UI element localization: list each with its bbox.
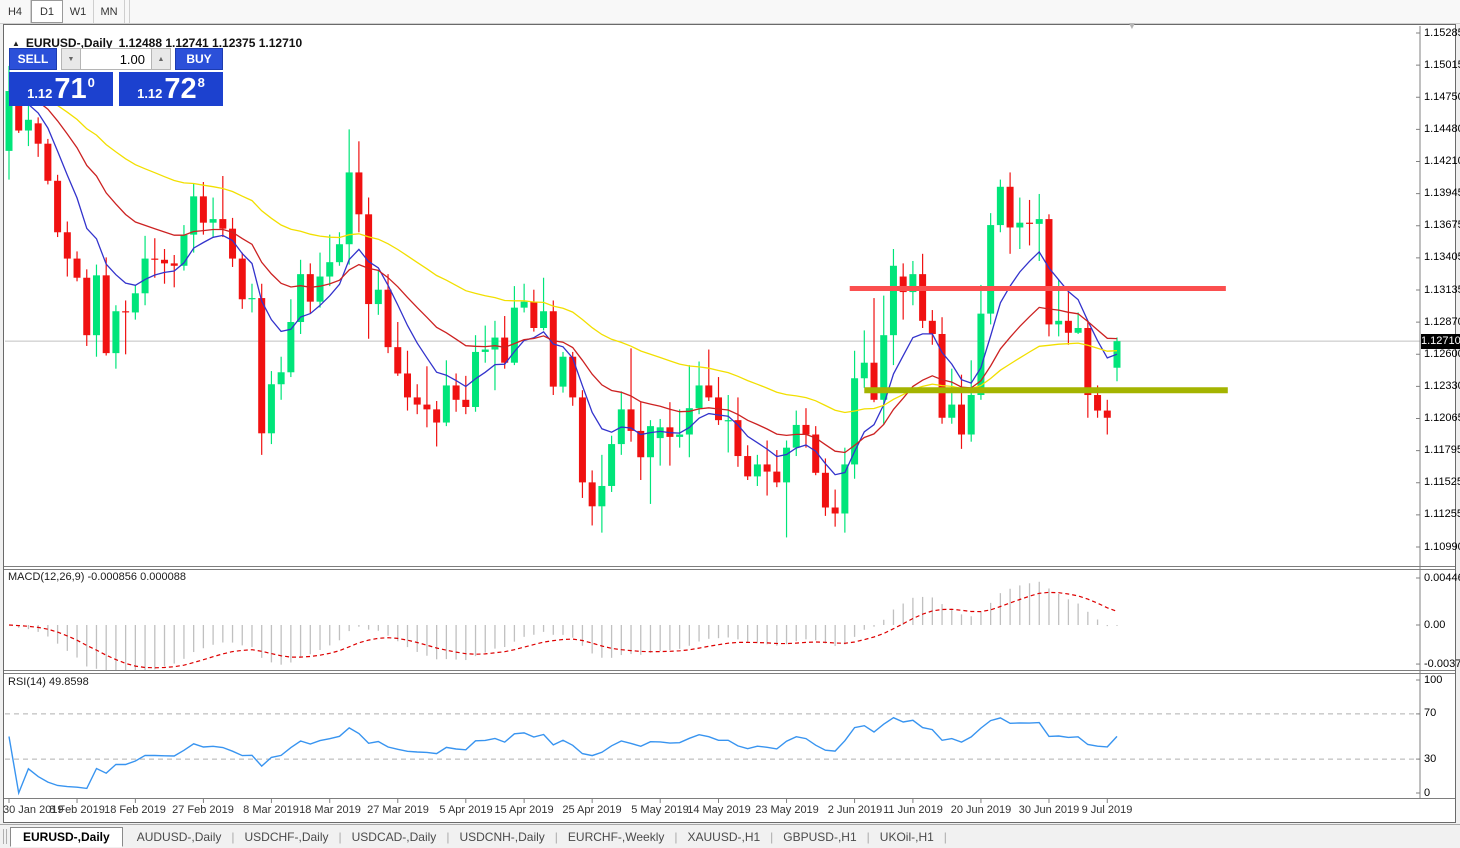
chart-tab-ukoil[interactable]: UKOil-,H1 bbox=[879, 829, 934, 844]
tab-separator: | bbox=[231, 829, 235, 844]
buy-price-prefix: 1.12 bbox=[137, 86, 163, 101]
price-axis-label: 1.13135 bbox=[1424, 284, 1460, 296]
timeframe-button-h4[interactable]: H4 bbox=[0, 0, 31, 23]
tab-separator: | bbox=[554, 829, 558, 844]
chart-tab-xauusd[interactable]: XAUUSD-,H1 bbox=[687, 829, 761, 844]
date-axis-label: 30 Jan 2019 bbox=[3, 804, 64, 816]
price-axis-label: 1.12065 bbox=[1424, 412, 1460, 424]
price-axis-label: 1.12870 bbox=[1424, 316, 1460, 328]
chart-tab-usdcad[interactable]: USDCAD-,Daily bbox=[351, 829, 437, 844]
chart-tab-eurusd[interactable]: EURUSD-,Daily bbox=[10, 826, 123, 847]
date-axis-label: 5 Apr 2019 bbox=[439, 804, 493, 816]
timeframe-button-w1[interactable]: W1 bbox=[63, 0, 94, 23]
buy-price-pips: 72 bbox=[164, 73, 197, 105]
date-axis-label: 5 May 2019 bbox=[631, 804, 689, 816]
price-axis-label: 1.14210 bbox=[1424, 155, 1460, 167]
price-axis-label: 1.14480 bbox=[1424, 123, 1460, 135]
one-click-trading-panel: SELL ▼ ▲ BUY 1.12 71 0 1.12 72 8 bbox=[9, 48, 225, 106]
tab-separator: | bbox=[943, 829, 947, 844]
date-axis-label: 8 Feb 2019 bbox=[49, 804, 105, 816]
chart-scroll-marker-icon[interactable]: ▼ bbox=[1127, 21, 1137, 32]
date-axis-label: 25 Apr 2019 bbox=[562, 804, 622, 816]
chart-tab-usdchf[interactable]: USDCHF-,Daily bbox=[244, 829, 329, 844]
chart-tab-audusd[interactable]: AUDUSD-,Daily bbox=[136, 829, 222, 844]
price-axis-label: 1.15015 bbox=[1424, 59, 1460, 71]
date-axis-label: 18 Mar 2019 bbox=[299, 804, 361, 816]
timeframe-button-d1[interactable]: D1 bbox=[31, 0, 63, 23]
price-axis-label: 1.11525 bbox=[1424, 476, 1460, 488]
date-axis-label: 2 Jun 2019 bbox=[827, 804, 883, 816]
tab-separator: | bbox=[446, 829, 450, 844]
volume-decrease-button[interactable]: ▼ bbox=[61, 48, 81, 70]
price-axis-label: 1.15285 bbox=[1424, 27, 1460, 39]
rsi-axis-label: 70 bbox=[1424, 707, 1437, 719]
date-axis-label: 14 May 2019 bbox=[687, 804, 751, 816]
timeframe-button-mn[interactable]: MN bbox=[94, 0, 125, 23]
sell-price-pips: 71 bbox=[54, 73, 87, 105]
sell-button[interactable]: SELL bbox=[9, 48, 57, 70]
current-price-tag: 1.12710 bbox=[1421, 334, 1460, 349]
tab-separator: | bbox=[770, 829, 774, 844]
volume-increase-button[interactable]: ▲ bbox=[151, 48, 171, 70]
sell-price-point: 0 bbox=[87, 75, 95, 90]
price-axis-label: 1.11795 bbox=[1424, 444, 1460, 456]
chart-window[interactable] bbox=[3, 24, 1456, 823]
toolbar-separator bbox=[129, 0, 130, 23]
price-axis-label: 1.11255 bbox=[1424, 508, 1460, 520]
volume-input[interactable] bbox=[81, 48, 151, 70]
macd-axis-label: 0.004465 bbox=[1424, 572, 1460, 584]
price-axis-label: 1.13945 bbox=[1424, 187, 1460, 199]
price-axis-label: 1.13675 bbox=[1424, 219, 1460, 231]
rsi-axis-label: 100 bbox=[1424, 674, 1443, 686]
date-axis-label: 27 Mar 2019 bbox=[367, 804, 429, 816]
date-axis-label: 8 Mar 2019 bbox=[243, 804, 299, 816]
price-axis-label: 1.14750 bbox=[1424, 91, 1460, 103]
sell-price-prefix: 1.12 bbox=[27, 86, 53, 101]
date-axis-label: 9 Jul 2019 bbox=[1081, 804, 1133, 816]
date-axis-label: 27 Feb 2019 bbox=[172, 804, 234, 816]
chart-title-ohlc: 1.12488 1.12741 1.12375 1.12710 bbox=[118, 36, 303, 50]
date-axis-label: 23 May 2019 bbox=[755, 804, 819, 816]
rsi-label: RSI(14) 49.8598 bbox=[8, 676, 89, 688]
timeframe-toolbar: H4 D1 W1 MN bbox=[0, 0, 1460, 24]
chart-tab-bar: EURUSD-,Daily AUDUSD-,Daily | USDCHF-,Daily… bbox=[0, 824, 1460, 848]
buy-price-point: 8 bbox=[197, 75, 205, 90]
price-axis-label: 1.12330 bbox=[1424, 380, 1460, 392]
rsi-axis-label: 30 bbox=[1424, 753, 1437, 765]
tab-separator: | bbox=[674, 829, 678, 844]
date-axis-label: 20 Jun 2019 bbox=[950, 804, 1012, 816]
price-axis-label: 1.13405 bbox=[1424, 251, 1460, 263]
date-axis-label: 30 Jun 2019 bbox=[1018, 804, 1080, 816]
price-axis-label: 1.12600 bbox=[1424, 348, 1460, 360]
tab-separator: | bbox=[338, 829, 342, 844]
one-click-panel-toggle-icon[interactable]: ▲ bbox=[12, 38, 20, 48]
sell-price-button[interactable]: 1.12 71 0 bbox=[9, 72, 113, 106]
price-axis-label: 1.10990 bbox=[1424, 541, 1460, 553]
date-axis-label: 18 Feb 2019 bbox=[104, 804, 166, 816]
chart-tab-eurchf[interactable]: EURCHF-,Weekly bbox=[567, 829, 665, 844]
buy-button[interactable]: BUY bbox=[175, 48, 223, 70]
date-axis-label: 11 Jun 2019 bbox=[883, 804, 943, 816]
tab-bar-grip-icon[interactable] bbox=[3, 829, 7, 844]
chart-tab-gbpusd[interactable]: GBPUSD-,H1 bbox=[783, 829, 857, 844]
macd-label: MACD(12,26,9) -0.000856 0.000088 bbox=[8, 571, 186, 583]
buy-price-button[interactable]: 1.12 72 8 bbox=[119, 72, 223, 106]
chart-title: ▲ EURUSD-,Daily 1.12488 1.12741 1.12375 … bbox=[12, 36, 302, 50]
rsi-axis-label: 0 bbox=[1424, 787, 1431, 799]
chart-tab-usdcnh[interactable]: USDCNH-,Daily bbox=[459, 829, 545, 844]
date-axis-label: 15 Apr 2019 bbox=[494, 804, 554, 816]
tab-separator: | bbox=[866, 829, 870, 844]
chart-title-symbol: EURUSD-,Daily bbox=[25, 36, 113, 50]
macd-axis-label: 0.00 bbox=[1424, 619, 1446, 631]
